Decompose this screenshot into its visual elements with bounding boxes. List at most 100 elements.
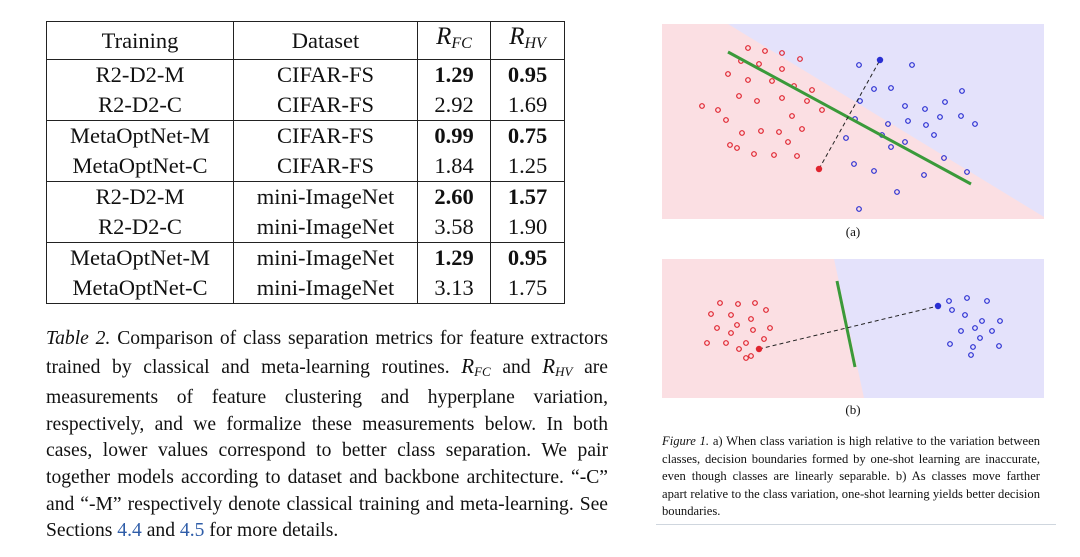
scatter-point: [942, 99, 948, 105]
scatter-point: [804, 98, 810, 104]
table-row: R2-D2-M mini-ImageNet 2.60 1.57: [46, 181, 565, 212]
scatter-point: [715, 107, 721, 113]
scatter-point: [717, 300, 723, 306]
scatter-point: [843, 135, 849, 141]
cell-rfc: 3.13: [417, 273, 491, 304]
scatter-point: [794, 153, 800, 159]
prototype-connector: [758, 305, 939, 350]
figure-1b-plot: [662, 259, 1044, 398]
section-link-4-4[interactable]: 4.4: [117, 520, 142, 542]
figure-caption-label: Figure 1.: [662, 434, 710, 448]
table-row: MetaOptNet-C mini-ImageNet 3.13 1.75: [46, 273, 565, 304]
scatter-point: [743, 355, 749, 361]
scatter-point: [871, 86, 877, 92]
scatter-point: [769, 78, 775, 84]
cell-rhv: 1.69: [490, 90, 565, 121]
scatter-point: [958, 328, 964, 334]
scatter-point: [894, 189, 900, 195]
cell-rfc: 2.60: [417, 181, 491, 212]
cell-training: R2-D2-M: [46, 181, 234, 212]
figure-1a-plot: [662, 24, 1044, 219]
cell-rfc: 1.29: [417, 59, 491, 90]
scatter-point: [748, 316, 754, 322]
table-row: R2-D2-M CIFAR-FS 1.29 0.95: [46, 59, 565, 90]
scatter-point: [941, 155, 947, 161]
scatter-point: [958, 113, 964, 119]
cell-training: MetaOptNet-C: [46, 151, 234, 182]
scatter-point: [727, 142, 733, 148]
scatter-point: [922, 106, 928, 112]
table-header-row: Training Dataset RFC RHV: [46, 21, 565, 60]
scatter-point: [997, 318, 1003, 324]
figure-caption: Figure 1. a) When class variation is hig…: [662, 434, 1040, 519]
scatter-point: [857, 98, 863, 104]
scatter-point: [779, 50, 785, 56]
cell-dataset: mini-ImageNet: [233, 242, 418, 273]
scatter-point: [856, 62, 862, 68]
scatter-point: [708, 311, 714, 317]
scatter-point: [937, 114, 943, 120]
scatter-point: [959, 88, 965, 94]
cell-rfc: 2.92: [417, 90, 491, 121]
scatter-point: [723, 340, 729, 346]
scatter-point: [748, 353, 754, 359]
table-caption: Table 2. Comparison of class separation …: [46, 328, 608, 542]
scatter-point: [972, 121, 978, 127]
scatter-point: [779, 66, 785, 72]
scatter-point: [970, 344, 976, 350]
red-class-points: [704, 300, 773, 361]
cell-rhv: 1.25: [490, 151, 565, 182]
scatter-point: [977, 335, 983, 341]
section-link-4-5[interactable]: 4.5: [179, 520, 205, 542]
scatter-point: [758, 128, 764, 134]
scatter-point: [734, 322, 740, 328]
scatter-point: [871, 168, 877, 174]
header-dataset: Dataset: [233, 21, 418, 60]
scatter-point: [968, 352, 974, 358]
scatter-point: [972, 325, 978, 331]
cell-dataset: mini-ImageNet: [233, 273, 418, 304]
scatter-point: [714, 325, 720, 331]
header-rfc: RFC: [417, 21, 491, 60]
scatter-point: [964, 169, 970, 175]
divider: [656, 524, 1056, 525]
scatter-point: [704, 340, 710, 346]
scatter-point: [979, 318, 985, 324]
scatter-point: [761, 336, 767, 342]
cell-rfc: 1.84: [417, 151, 491, 182]
table-row: R2-D2-C mini-ImageNet 3.58 1.90: [46, 212, 565, 243]
red-prototype: [815, 165, 823, 173]
decision-boundary: [835, 280, 857, 368]
cell-training: MetaOptNet-C: [46, 273, 234, 304]
scatter-point: [776, 129, 782, 135]
table-caption-label: Table 2.: [46, 328, 111, 349]
scatter-point: [750, 327, 756, 333]
scatter-point: [931, 132, 937, 138]
scatter-point: [949, 307, 955, 313]
cell-training: R2-D2-C: [46, 212, 234, 243]
scatter-point: [888, 85, 894, 91]
scatter-point: [745, 77, 751, 83]
cell-rhv: 0.95: [490, 242, 565, 273]
scatter-point: [756, 61, 762, 67]
cell-training: MetaOptNet-M: [46, 120, 234, 151]
table-row: MetaOptNet-C CIFAR-FS 1.84 1.25: [46, 151, 565, 182]
results-table: Training Dataset RFC RHV R2-D2-M CIFAR-F…: [46, 21, 565, 304]
scatter-point: [763, 307, 769, 313]
cell-dataset: CIFAR-FS: [233, 151, 418, 182]
scatter-point: [851, 161, 857, 167]
cell-rhv: 0.95: [490, 59, 565, 90]
scatter-point: [888, 144, 894, 150]
cell-dataset: CIFAR-FS: [233, 120, 418, 151]
decision-boundary: [727, 50, 972, 186]
scatter-point: [989, 328, 995, 334]
cell-rhv: 1.90: [490, 212, 565, 243]
scatter-point: [735, 301, 741, 307]
scatter-point: [905, 118, 911, 124]
scatter-point: [902, 139, 908, 145]
table-row: MetaOptNet-M CIFAR-FS 0.99 0.75: [46, 120, 565, 151]
scatter-point: [996, 343, 1002, 349]
scatter-point: [923, 122, 929, 128]
scatter-point: [984, 298, 990, 304]
scatter-point: [799, 126, 805, 132]
